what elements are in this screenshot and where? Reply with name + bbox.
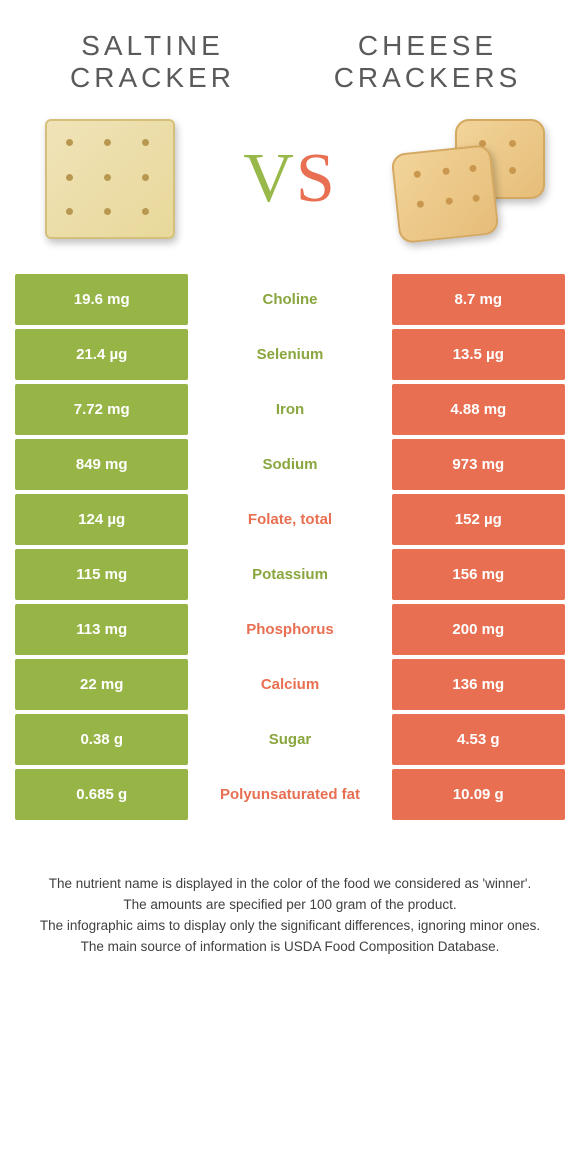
left-value: 7.72 mg <box>15 384 188 435</box>
nutrient-label: Iron <box>192 384 387 435</box>
table-row: 21.4 µgSelenium13.5 µg <box>15 329 565 380</box>
left-food-title: SALTINE CRACKER <box>40 30 265 94</box>
left-value: 0.38 g <box>15 714 188 765</box>
table-row: 0.38 gSugar4.53 g <box>15 714 565 765</box>
vs-label: VS <box>243 139 337 219</box>
footer-line-2: The amounts are specified per 100 gram o… <box>30 895 550 916</box>
table-row: 22 mgCalcium136 mg <box>15 659 565 710</box>
nutrient-label: Phosphorus <box>192 604 387 655</box>
right-value: 4.88 mg <box>392 384 565 435</box>
left-value: 22 mg <box>15 659 188 710</box>
cheese-crackers-icon <box>390 114 550 244</box>
right-value: 973 mg <box>392 439 565 490</box>
footer-line-1: The nutrient name is displayed in the co… <box>30 874 550 895</box>
table-row: 7.72 mgIron4.88 mg <box>15 384 565 435</box>
left-value: 124 µg <box>15 494 188 545</box>
comparison-table: 19.6 mgCholine8.7 mg21.4 µgSelenium13.5 … <box>15 274 565 820</box>
right-value: 136 mg <box>392 659 565 710</box>
nutrient-label: Sodium <box>192 439 387 490</box>
left-value: 115 mg <box>15 549 188 600</box>
header: SALTINE CRACKER CHEESE CRACKERS <box>0 0 580 104</box>
table-row: 19.6 mgCholine8.7 mg <box>15 274 565 325</box>
left-food-image <box>30 114 190 244</box>
footer-line-4: The main source of information is USDA F… <box>30 937 550 958</box>
right-value: 10.09 g <box>392 769 565 820</box>
nutrient-label: Selenium <box>192 329 387 380</box>
table-row: 124 µgFolate, total152 µg <box>15 494 565 545</box>
right-value: 156 mg <box>392 549 565 600</box>
right-food-image <box>390 114 550 244</box>
left-value: 19.6 mg <box>15 274 188 325</box>
table-row: 0.685 gPolyunsaturated fat10.09 g <box>15 769 565 820</box>
left-value: 113 mg <box>15 604 188 655</box>
left-value: 0.685 g <box>15 769 188 820</box>
vs-v: V <box>243 140 296 217</box>
nutrient-label: Calcium <box>192 659 387 710</box>
vs-s: S <box>296 140 337 217</box>
left-value: 21.4 µg <box>15 329 188 380</box>
saltine-cracker-icon <box>45 119 175 239</box>
right-value: 4.53 g <box>392 714 565 765</box>
nutrient-label: Folate, total <box>192 494 387 545</box>
nutrient-label: Polyunsaturated fat <box>192 769 387 820</box>
left-value: 849 mg <box>15 439 188 490</box>
right-value: 200 mg <box>392 604 565 655</box>
footer-notes: The nutrient name is displayed in the co… <box>0 824 580 978</box>
infographic: SALTINE CRACKER CHEESE CRACKERS VS <box>0 0 580 978</box>
nutrient-label: Sugar <box>192 714 387 765</box>
table-row: 115 mgPotassium156 mg <box>15 549 565 600</box>
right-value: 13.5 µg <box>392 329 565 380</box>
nutrient-label: Choline <box>192 274 387 325</box>
right-value: 152 µg <box>392 494 565 545</box>
right-food-title: CHEESE CRACKERS <box>315 30 540 94</box>
right-value: 8.7 mg <box>392 274 565 325</box>
table-row: 849 mgSodium973 mg <box>15 439 565 490</box>
table-row: 113 mgPhosphorus200 mg <box>15 604 565 655</box>
image-row: VS <box>0 104 580 274</box>
footer-line-3: The infographic aims to display only the… <box>30 916 550 937</box>
nutrient-label: Potassium <box>192 549 387 600</box>
